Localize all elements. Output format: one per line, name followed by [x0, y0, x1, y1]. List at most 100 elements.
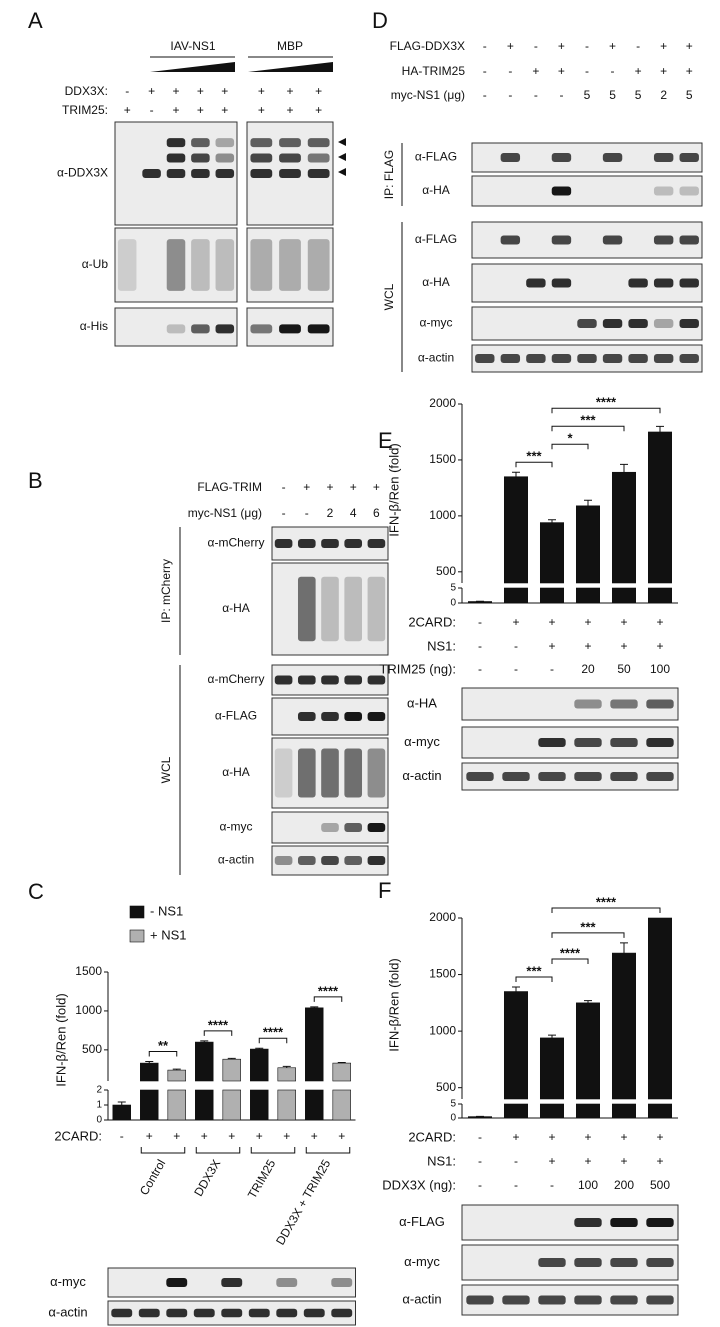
significance-bracket [148, 1051, 178, 1057]
band [344, 539, 363, 548]
band [538, 1258, 566, 1267]
x-tick-label: + [338, 1129, 345, 1143]
band [679, 354, 699, 363]
band [166, 169, 186, 178]
blot-label: α-FLAG [215, 709, 257, 723]
band [610, 699, 638, 709]
band [646, 1258, 674, 1267]
row-cell: + [620, 1154, 627, 1168]
row-cell: 100 [578, 1178, 598, 1192]
band [215, 324, 235, 334]
y-tick-label: 0 [450, 598, 456, 609]
x-tick-label: + [512, 615, 519, 629]
group-label: IAV-NS1 [170, 39, 215, 53]
x-tick-label: + [311, 1129, 318, 1143]
band [307, 153, 330, 163]
row-label: myc-NS1 (μg) [391, 88, 465, 102]
y-axis-label: IFN-β/Ren (fold) [386, 443, 401, 536]
band [628, 354, 648, 363]
y-tick-label: 5 [450, 1099, 456, 1110]
band [500, 354, 521, 363]
y-axis-label: IFN-β/Ren (fold) [386, 958, 401, 1051]
blot [461, 1204, 679, 1241]
row-cell: 5 [609, 88, 616, 102]
band [191, 153, 210, 163]
band [367, 576, 386, 642]
row-cell: + [350, 480, 357, 494]
blot [461, 726, 679, 759]
band [367, 823, 386, 832]
band [321, 823, 339, 832]
x-tick-label: - [120, 1129, 124, 1143]
significance-label: *** [526, 449, 542, 464]
y-tick-label: 1 [96, 1100, 102, 1111]
band [215, 153, 235, 163]
panel-letter: F [378, 878, 391, 903]
band [538, 738, 566, 747]
band [274, 675, 293, 685]
band [602, 319, 623, 328]
error-bar [548, 1034, 556, 1038]
row-cell: + [124, 103, 131, 117]
x-tick-label: + [256, 1129, 263, 1143]
band [646, 738, 674, 747]
y-tick-label: 500 [436, 1080, 456, 1094]
blot [114, 227, 238, 303]
significance-bracket [313, 996, 343, 1002]
blot [461, 687, 679, 721]
bar [167, 1069, 186, 1082]
row-cell: + [286, 84, 293, 98]
band [646, 1295, 674, 1305]
significance-label: *** [580, 413, 596, 428]
blot-label: α-FLAG [399, 1214, 445, 1229]
band [111, 1308, 133, 1318]
row-cell: - [585, 64, 589, 78]
row-cell: + [609, 39, 616, 53]
row-cell: 5 [686, 88, 693, 102]
bar [332, 1089, 351, 1121]
blot-label: α-FLAG [415, 232, 457, 246]
row-cell: - [483, 64, 487, 78]
blot-label: α-actin [418, 351, 454, 365]
band [321, 748, 339, 798]
x-tick-label: - [478, 1130, 482, 1144]
significance-label: **** [596, 894, 617, 909]
band [331, 1278, 353, 1287]
row-cell: - [559, 88, 563, 102]
y-tick-label: 1500 [429, 967, 456, 981]
group-bracket [305, 1147, 351, 1154]
band [526, 354, 546, 363]
row-cell: + [197, 103, 204, 117]
band [574, 1295, 602, 1305]
blot [471, 175, 703, 207]
panel-letter: D [372, 8, 388, 33]
significance-label: *** [526, 963, 542, 978]
band [679, 186, 699, 196]
row-cell: - [514, 639, 518, 653]
significance-label: **** [560, 945, 581, 960]
y-tick-label: 1000 [429, 508, 456, 522]
blot-label: α-myc [404, 734, 440, 749]
panel-letter: A [28, 8, 43, 33]
band [321, 576, 339, 642]
wedge [248, 62, 333, 72]
band [276, 1278, 298, 1287]
blot-label: α-mCherry [208, 536, 265, 550]
band [279, 138, 301, 148]
row-cell: - [514, 1154, 518, 1168]
error-bar [512, 986, 520, 992]
row-cell: + [286, 103, 293, 117]
band [653, 354, 674, 363]
y-tick-label: 1500 [75, 964, 102, 978]
bar [647, 917, 672, 1100]
band [551, 354, 572, 363]
x-tick-label: + [656, 615, 663, 629]
row-cell: 20 [581, 662, 595, 676]
row-cell: - [534, 88, 538, 102]
blot [461, 762, 679, 791]
band [321, 539, 339, 548]
band [551, 278, 572, 288]
row-cell: - [611, 64, 615, 78]
significance-label: * [567, 431, 573, 446]
